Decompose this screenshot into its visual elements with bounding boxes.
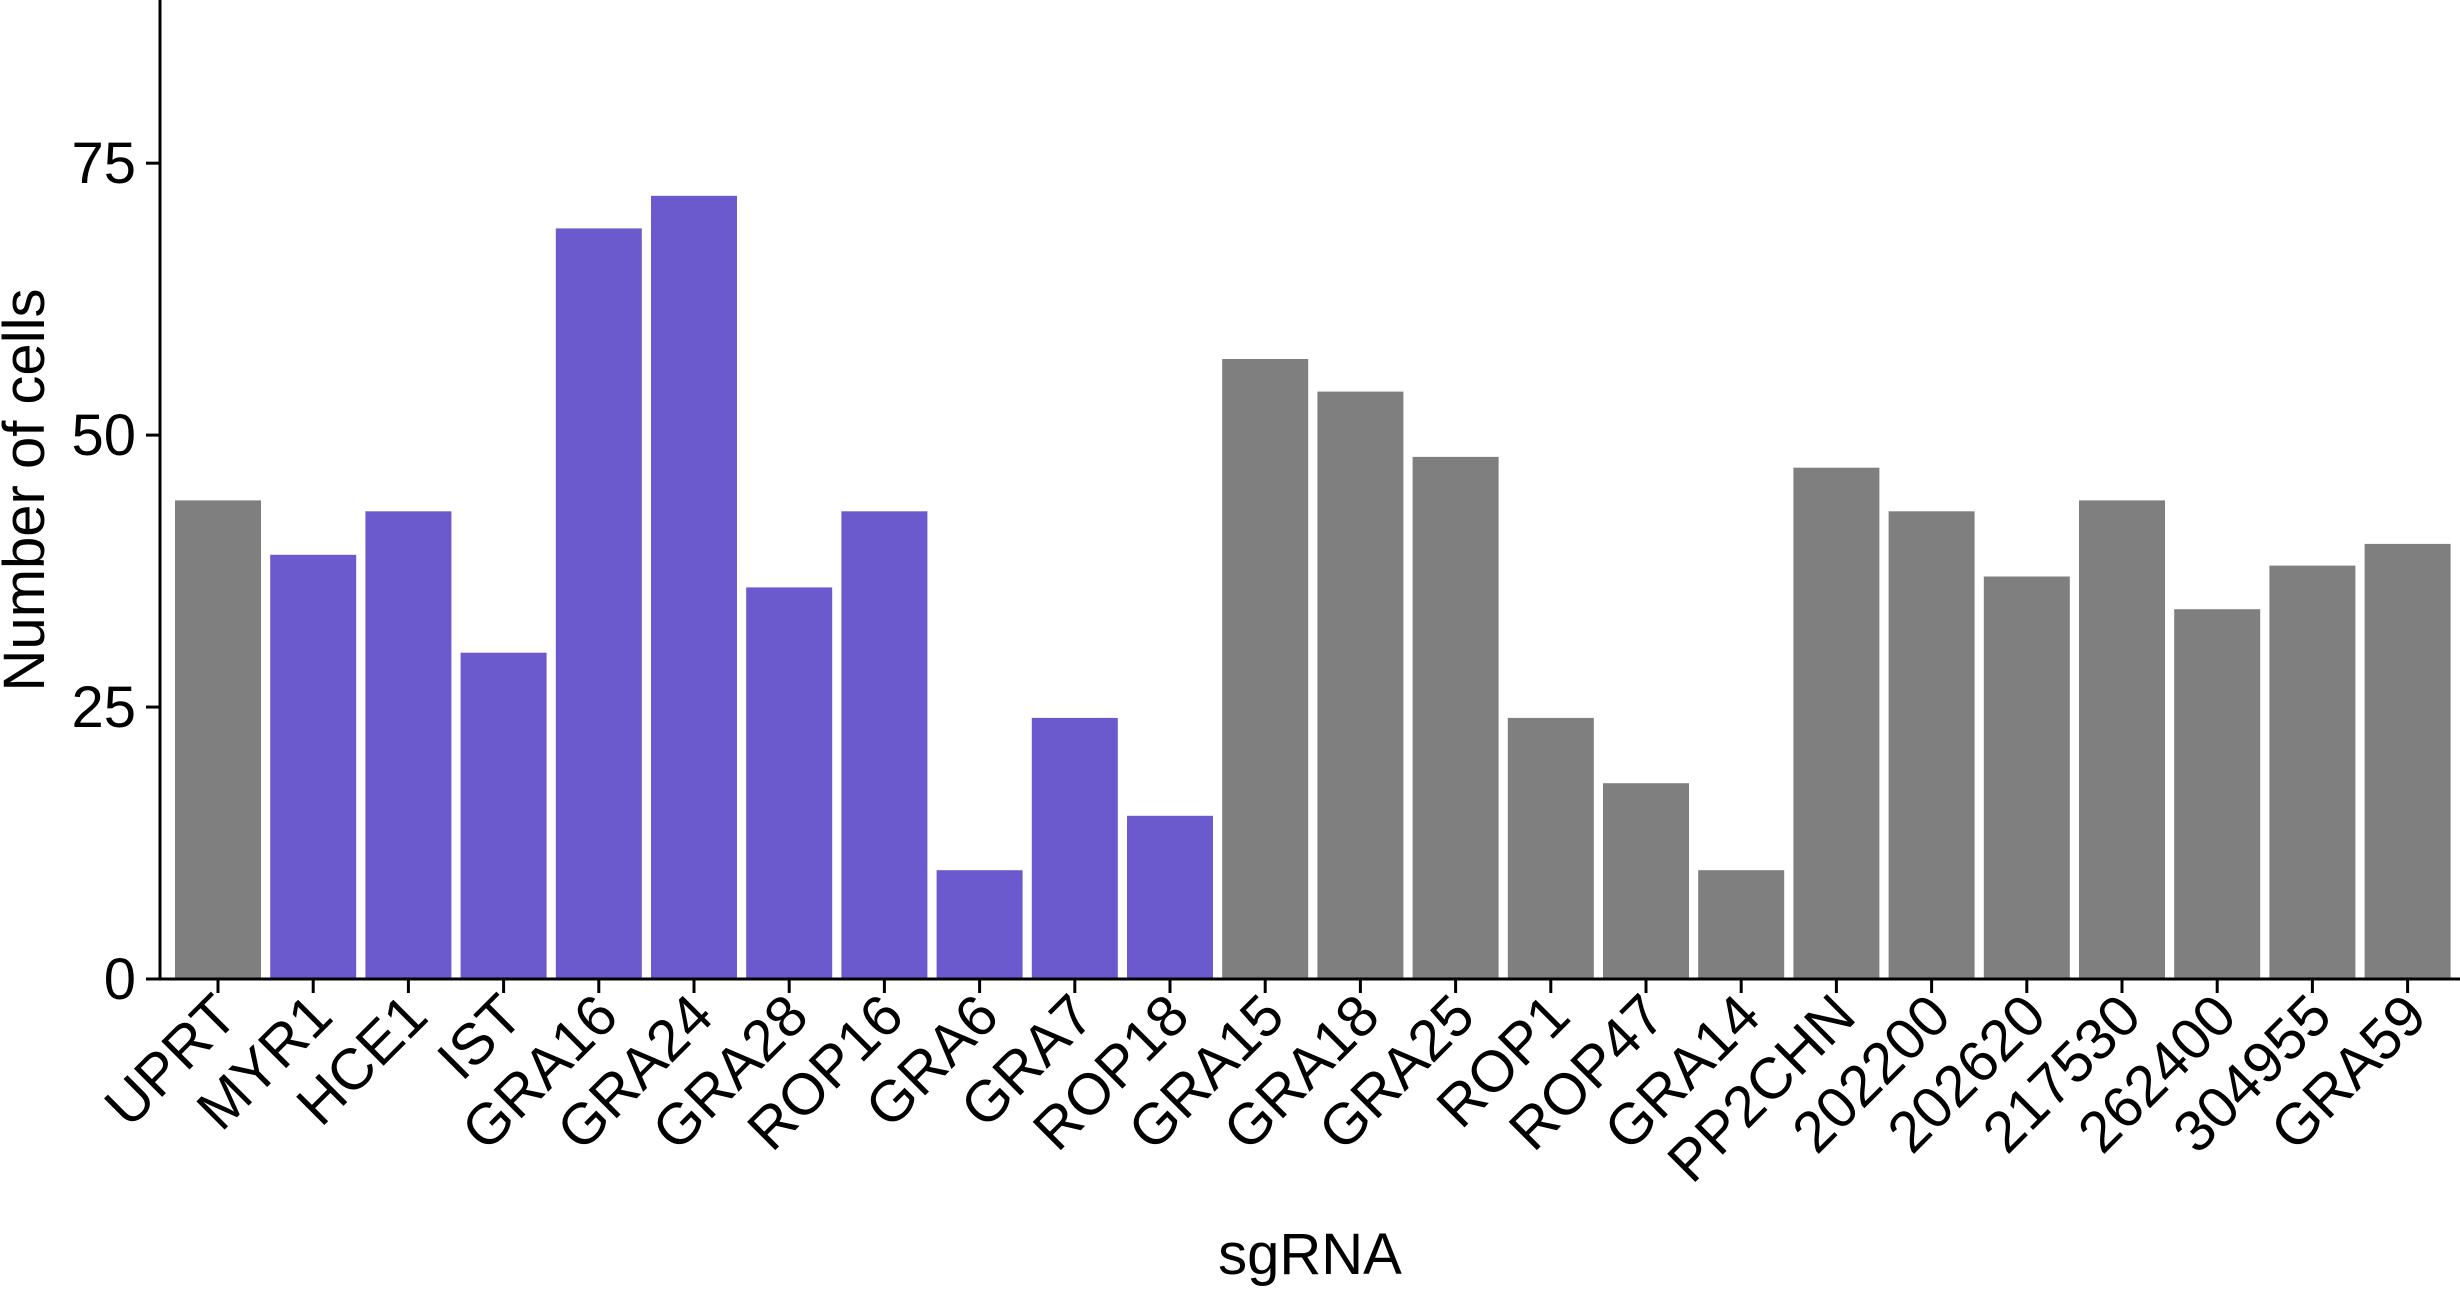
bar-rop18 [1127, 815, 1213, 979]
bar-202200 [1888, 511, 1975, 979]
bar-gra59 [2364, 543, 2451, 979]
bar-pp2chn [1793, 467, 1880, 979]
y-tick-label: 0 [104, 947, 136, 1012]
bar-gra28 [746, 587, 833, 979]
bar-217530 [2079, 500, 2165, 979]
y-tick-label: 50 [71, 403, 136, 468]
y-tick-label: 25 [71, 675, 136, 740]
bar-gra24 [651, 195, 737, 980]
y-tick-label: 75 [71, 131, 136, 196]
bar-hce1 [365, 511, 452, 979]
bars-layer [175, 195, 2451, 980]
x-axis-title: sgRNA [1218, 1222, 1402, 1287]
y-axis-title: Number of cells [0, 289, 57, 692]
bar-ist [460, 652, 547, 979]
bar-304955 [2269, 565, 2356, 979]
bar-gra7 [1031, 717, 1118, 979]
bar-rop47 [1603, 783, 1689, 979]
bar-gra25 [1412, 456, 1499, 979]
bar-gra15 [1222, 359, 1309, 979]
bar-myr1 [270, 554, 357, 979]
bar-uprt [175, 500, 261, 979]
bar-rop1 [1507, 717, 1594, 979]
bar-202620 [1983, 576, 2070, 979]
bar-262400 [2174, 609, 2261, 979]
bar-rop16 [841, 511, 928, 979]
bar-gra6 [936, 870, 1023, 979]
bar-gra18 [1317, 391, 1404, 980]
bar-gra16 [555, 228, 642, 979]
bar-gra14 [1698, 870, 1785, 979]
